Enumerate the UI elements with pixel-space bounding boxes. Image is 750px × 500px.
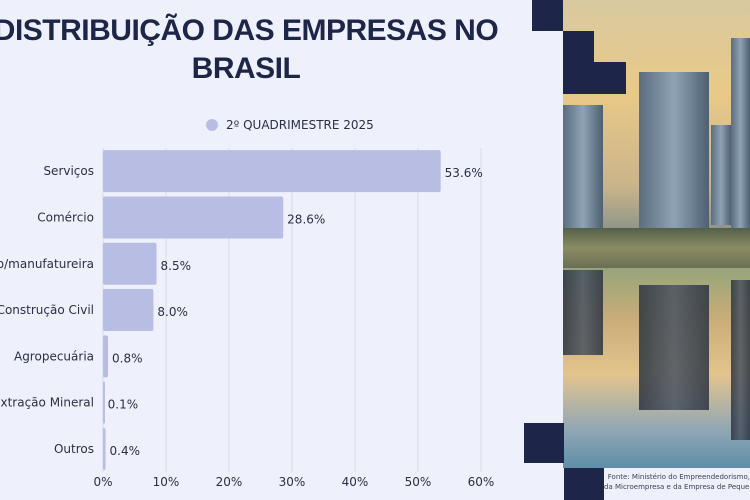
bar: [103, 242, 157, 285]
decorative-block: [532, 0, 563, 31]
source-line: Fonte: Ministério do Empreendedorismo,: [607, 473, 750, 481]
category-label: Outros: [54, 442, 94, 456]
category-label: Extração Mineral: [0, 396, 94, 410]
bar: [103, 381, 105, 424]
decorative-block: [563, 31, 594, 62]
bar: [103, 427, 106, 470]
category-label: Agropecuária: [14, 349, 94, 363]
data-label: 0.4%: [110, 444, 140, 458]
decorative-block: [564, 468, 604, 500]
category-label: Comércio: [37, 210, 94, 224]
x-tick-label: 30%: [279, 475, 306, 489]
bar: [103, 196, 284, 239]
category-label: Construção Civil: [0, 303, 94, 317]
data-label: 8.5%: [161, 259, 192, 273]
x-tick-label: 60%: [468, 475, 495, 489]
decorative-block: [524, 423, 564, 463]
bar-chart: 0% 10% 20% 30% 40% 50% 60% Serviços 53.6% Comérci…: [0, 148, 495, 489]
bar: [103, 289, 154, 332]
data-label: 0.8%: [112, 351, 143, 365]
x-tick-label: 50%: [405, 475, 432, 489]
bar: [103, 150, 441, 193]
source-line: da Microempresa e da Empresa de Pequeno …: [604, 483, 750, 491]
decorative-block: [563, 62, 626, 94]
page-title: DISTRIBUIÇÃO DAS EMPRESAS NO BRASIL: [0, 14, 499, 85]
data-label: 0.1%: [108, 398, 139, 412]
x-tick-label: 10%: [153, 475, 180, 489]
bar: [103, 335, 109, 378]
category-label: Indústria de transformação/manufatureira: [0, 257, 94, 271]
x-tick-label: 20%: [216, 475, 243, 489]
source-note: Fonte: Ministério do Empreendedorismo, d…: [604, 472, 750, 492]
x-tick-label: 0%: [93, 475, 112, 489]
chart-legend: 2º QUADRIMESTRE 2025: [206, 118, 374, 132]
data-label: 8.0%: [157, 305, 188, 319]
data-label: 28.6%: [287, 212, 325, 226]
category-label: Serviços: [43, 164, 94, 178]
x-tick-label: 40%: [342, 475, 369, 489]
legend-swatch: [206, 119, 218, 131]
legend-label: 2º QUADRIMESTRE 2025: [226, 118, 374, 132]
data-label: 53.6%: [445, 166, 483, 180]
